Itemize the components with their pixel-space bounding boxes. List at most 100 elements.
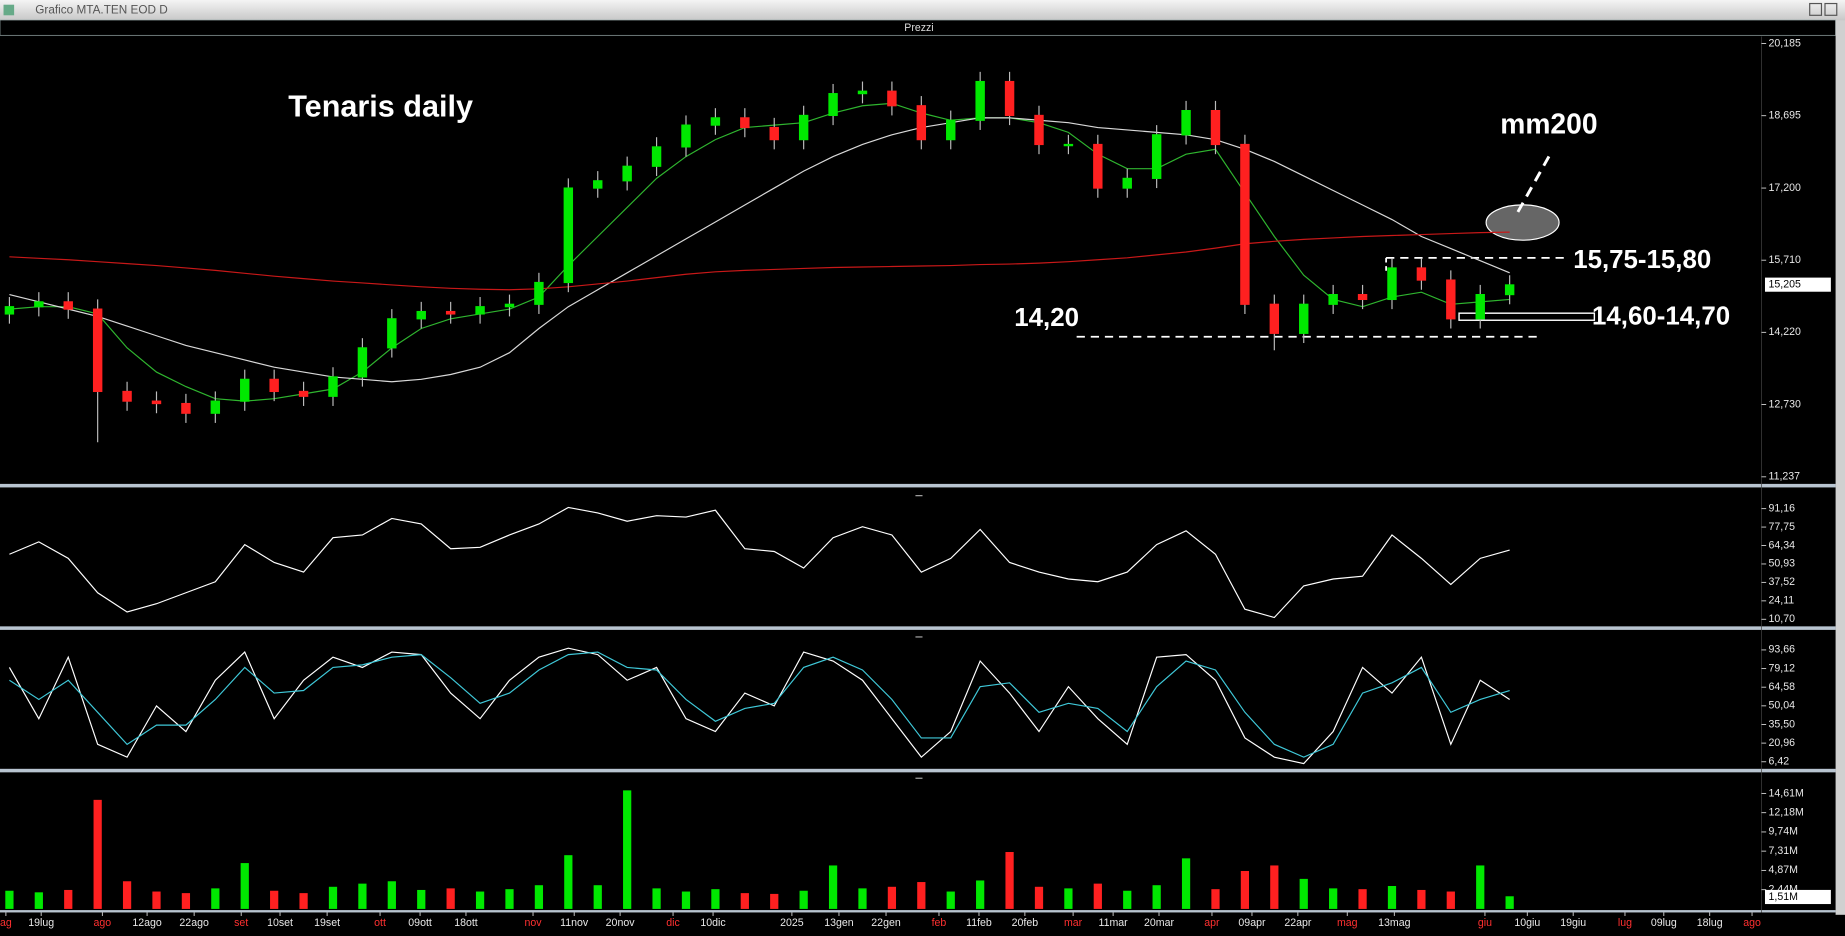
volume-bar — [740, 893, 749, 909]
volume-bar — [1358, 889, 1367, 909]
x-tick-label: 19set — [314, 917, 340, 929]
candle-body — [416, 310, 426, 320]
y-tick-label: 14,220 — [1769, 326, 1801, 338]
highlight-ellipse — [1485, 204, 1560, 241]
candle-body — [1387, 267, 1397, 301]
last-value-box — [1764, 277, 1831, 292]
volume-bar — [1123, 890, 1132, 909]
x-tick-label: set — [234, 917, 248, 929]
y-tick-label: 7,31M — [1769, 845, 1798, 857]
x-tick-label: feb — [932, 917, 947, 929]
candle-body — [1151, 134, 1162, 179]
volume-bar — [387, 881, 396, 909]
volume-bar — [1446, 891, 1455, 909]
x-tick-label: 13gen — [824, 917, 854, 929]
separator — [0, 483, 1836, 488]
volume-bar — [1476, 865, 1485, 909]
x-tick-label: 11nov — [560, 917, 589, 929]
y-tick-label: 20,185 — [1769, 37, 1801, 49]
x-tick-label: dic — [666, 917, 680, 929]
x-tick-label: 09apr — [1238, 917, 1266, 929]
y-tick-label: 93,66 — [1769, 644, 1796, 656]
volume-bar — [328, 886, 338, 909]
volume-bar — [887, 886, 897, 909]
volume-bar — [1005, 852, 1014, 909]
candle-body — [1357, 294, 1368, 301]
volume-bar — [1064, 888, 1073, 909]
volume-bar — [976, 880, 985, 909]
x-tick-label: 20nov — [606, 917, 636, 929]
candle-body — [122, 390, 132, 402]
volume-bar — [858, 888, 867, 909]
x-tick-label: apr — [1204, 917, 1220, 929]
y-tick-label: 64,58 — [1769, 681, 1796, 693]
volume-bar — [1034, 886, 1044, 909]
volume-bar — [299, 893, 308, 909]
x-tick-label: 09ott — [408, 917, 432, 929]
volume-bar — [1211, 889, 1220, 909]
candle-body — [975, 80, 985, 121]
candle-body — [1475, 294, 1485, 320]
candle-body — [1269, 303, 1280, 334]
candle-body — [269, 378, 279, 393]
x-tick-label: 19giu — [1560, 917, 1586, 929]
volume-bar — [1387, 886, 1397, 909]
y-tick-label: 10,70 — [1769, 613, 1796, 625]
x-tick-label: nov — [524, 917, 542, 929]
line — [9, 231, 1510, 291]
title-bar — [0, 0, 1845, 21]
scrollbar[interactable] — [1835, 20, 1845, 915]
x-tick-label: 22apr — [1284, 917, 1312, 929]
y-tick-label: 91,16 — [1769, 502, 1796, 514]
candle-body — [1416, 267, 1427, 281]
x-tick-label: ott — [374, 917, 386, 929]
candle-body — [1504, 284, 1515, 296]
volume-bar — [122, 881, 132, 909]
x-tick-label: 18lug — [1697, 917, 1723, 929]
x-tick-label: 20mar — [1144, 917, 1174, 929]
y-tick-label: 37,52 — [1769, 576, 1796, 588]
volume-bar — [711, 889, 720, 909]
x-tick-label: 09lug — [1651, 917, 1677, 929]
volume-bar — [505, 889, 514, 909]
candle-body — [387, 318, 397, 349]
candle-body — [92, 308, 103, 393]
volume-bar — [1240, 870, 1250, 909]
volume-bar — [799, 890, 808, 909]
candle-body — [798, 114, 809, 141]
volume-bar — [417, 889, 426, 909]
candle-body — [887, 90, 897, 107]
volume-bar — [564, 855, 573, 909]
candle-body — [1446, 279, 1456, 320]
annotation: 14,20 — [1014, 304, 1079, 332]
candle-body — [828, 93, 838, 117]
x-tick-label: 10set — [267, 917, 293, 929]
y-tick-label: 20,96 — [1769, 737, 1796, 749]
volume-bar — [828, 865, 838, 909]
x-tick-label: 12ago — [132, 917, 162, 929]
x-tick-label: mar — [1064, 917, 1083, 929]
window-button[interactable] — [1809, 2, 1823, 16]
candle-body — [475, 306, 485, 315]
candle-body — [1004, 80, 1015, 117]
x-tick-label: 11feb — [966, 917, 992, 929]
volume-bar — [475, 891, 485, 909]
candle-body — [1328, 294, 1338, 305]
pointer-line — [1516, 152, 1553, 213]
candle-body — [357, 347, 368, 378]
candle-body — [1181, 109, 1191, 136]
candle-body — [1093, 143, 1103, 189]
volume-bar — [1152, 885, 1161, 909]
annotation: mm200 — [1500, 107, 1597, 139]
volume-bar — [270, 890, 279, 909]
candle-body — [181, 402, 191, 414]
candle-body — [1122, 177, 1132, 189]
annotation: 14,60-14,70 — [1592, 303, 1730, 331]
y-tick-label: 79,12 — [1769, 662, 1796, 674]
candle-body — [1299, 303, 1309, 334]
last-value-box — [1764, 889, 1831, 905]
window-button[interactable] — [1824, 2, 1838, 16]
window-icon — [3, 4, 15, 16]
